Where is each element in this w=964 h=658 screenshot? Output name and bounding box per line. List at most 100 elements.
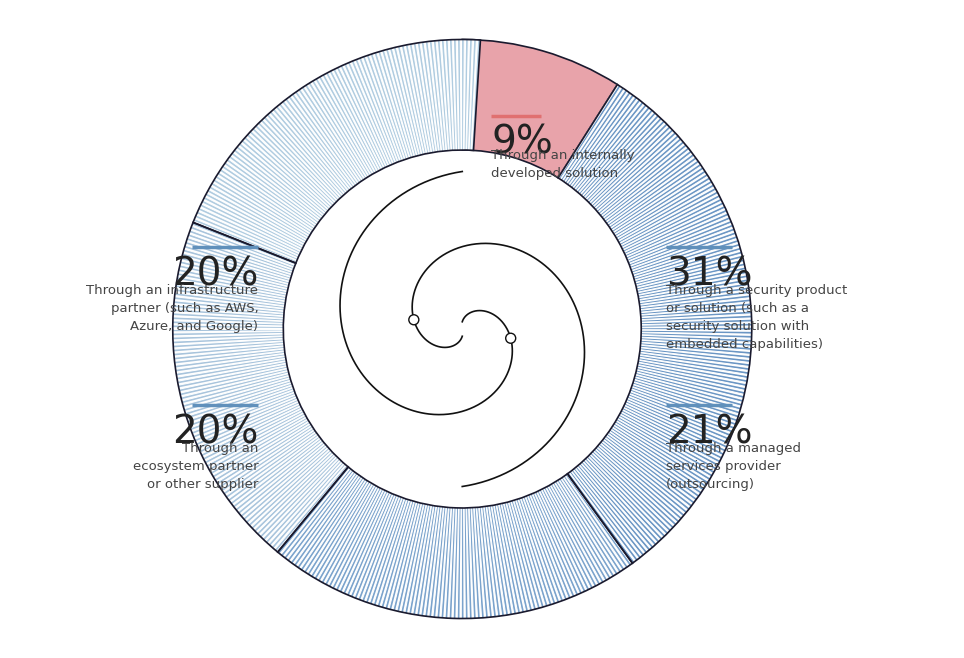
- Wedge shape: [462, 508, 464, 619]
- Wedge shape: [334, 69, 384, 168]
- Wedge shape: [637, 366, 745, 390]
- Wedge shape: [605, 436, 694, 504]
- Wedge shape: [290, 473, 358, 563]
- Wedge shape: [329, 488, 381, 587]
- Wedge shape: [194, 218, 297, 262]
- Wedge shape: [468, 39, 472, 150]
- Wedge shape: [641, 307, 751, 317]
- Wedge shape: [636, 370, 744, 398]
- Wedge shape: [281, 468, 351, 556]
- Wedge shape: [514, 500, 548, 606]
- Wedge shape: [173, 336, 283, 343]
- Wedge shape: [356, 59, 397, 163]
- Wedge shape: [174, 297, 284, 311]
- Wedge shape: [577, 465, 650, 551]
- Wedge shape: [201, 407, 302, 456]
- Wedge shape: [187, 238, 292, 274]
- Wedge shape: [174, 342, 283, 351]
- Wedge shape: [604, 154, 694, 222]
- Wedge shape: [630, 390, 735, 430]
- Wedge shape: [369, 499, 406, 604]
- Wedge shape: [592, 451, 674, 528]
- Wedge shape: [581, 113, 656, 196]
- Wedge shape: [217, 424, 311, 484]
- Wedge shape: [193, 395, 296, 438]
- Wedge shape: [231, 153, 320, 221]
- Wedge shape: [323, 74, 377, 172]
- Wedge shape: [176, 281, 285, 301]
- Wedge shape: [511, 501, 544, 607]
- Wedge shape: [247, 134, 330, 209]
- Wedge shape: [579, 110, 653, 194]
- Wedge shape: [209, 186, 307, 241]
- Wedge shape: [430, 41, 443, 151]
- Wedge shape: [426, 41, 442, 151]
- Wedge shape: [622, 199, 722, 250]
- Wedge shape: [638, 361, 747, 382]
- Wedge shape: [627, 213, 729, 259]
- Wedge shape: [234, 149, 322, 219]
- Text: Through a managed
services provider
(outsourcing): Through a managed services provider (out…: [666, 442, 801, 491]
- Wedge shape: [528, 495, 571, 598]
- Wedge shape: [467, 508, 471, 619]
- Wedge shape: [641, 336, 752, 342]
- Wedge shape: [262, 459, 340, 540]
- Wedge shape: [601, 442, 687, 513]
- Wedge shape: [631, 236, 737, 273]
- Wedge shape: [330, 70, 382, 170]
- Wedge shape: [628, 217, 730, 261]
- Wedge shape: [184, 245, 291, 278]
- Wedge shape: [594, 132, 676, 209]
- Wedge shape: [530, 494, 575, 597]
- Wedge shape: [219, 426, 312, 488]
- Wedge shape: [519, 499, 555, 604]
- Wedge shape: [612, 426, 706, 487]
- Wedge shape: [585, 118, 662, 199]
- Wedge shape: [596, 447, 679, 522]
- Wedge shape: [204, 411, 304, 463]
- Wedge shape: [634, 378, 740, 410]
- Wedge shape: [477, 507, 488, 618]
- Wedge shape: [603, 151, 692, 220]
- Wedge shape: [611, 167, 704, 230]
- Wedge shape: [280, 103, 350, 190]
- Wedge shape: [599, 444, 684, 517]
- Wedge shape: [617, 184, 714, 241]
- Wedge shape: [254, 453, 335, 532]
- Wedge shape: [304, 479, 365, 572]
- Wedge shape: [421, 506, 438, 616]
- Wedge shape: [335, 490, 386, 590]
- Wedge shape: [568, 473, 634, 563]
- Wedge shape: [200, 404, 301, 453]
- Wedge shape: [337, 67, 386, 168]
- Wedge shape: [613, 174, 708, 234]
- Wedge shape: [499, 504, 524, 613]
- Wedge shape: [563, 476, 628, 568]
- Wedge shape: [640, 303, 751, 315]
- Wedge shape: [191, 226, 295, 266]
- Wedge shape: [597, 445, 682, 520]
- Wedge shape: [216, 176, 310, 236]
- Wedge shape: [581, 462, 656, 545]
- Wedge shape: [190, 230, 294, 269]
- Wedge shape: [484, 507, 500, 617]
- Wedge shape: [180, 368, 288, 395]
- Wedge shape: [176, 357, 285, 376]
- Wedge shape: [639, 356, 748, 374]
- Wedge shape: [183, 249, 290, 281]
- Wedge shape: [615, 421, 710, 480]
- Wedge shape: [211, 182, 308, 240]
- Wedge shape: [287, 472, 355, 561]
- Wedge shape: [577, 107, 650, 193]
- Wedge shape: [181, 257, 289, 286]
- Wedge shape: [413, 505, 433, 615]
- Wedge shape: [282, 101, 352, 189]
- Wedge shape: [509, 501, 540, 609]
- Wedge shape: [450, 39, 456, 150]
- Wedge shape: [583, 115, 659, 198]
- Wedge shape: [390, 48, 419, 156]
- Wedge shape: [613, 424, 709, 484]
- Wedge shape: [230, 436, 320, 504]
- Wedge shape: [640, 295, 750, 310]
- Wedge shape: [264, 116, 340, 199]
